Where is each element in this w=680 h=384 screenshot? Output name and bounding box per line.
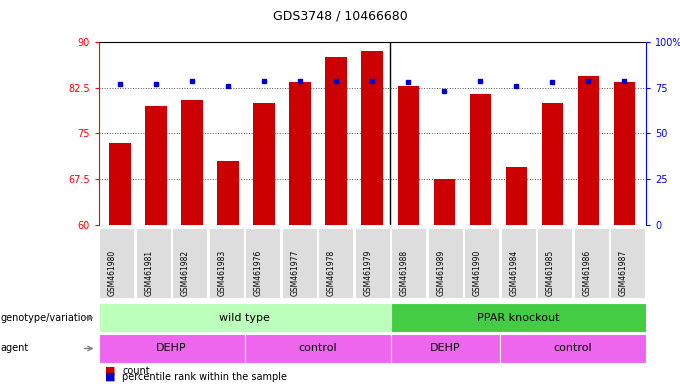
Text: GDS3748 / 10466680: GDS3748 / 10466680	[273, 10, 407, 23]
Bar	[290, 82, 311, 225]
Text: GSM461988: GSM461988	[400, 250, 409, 296]
Text: control: control	[554, 343, 592, 354]
Text: GSM461977: GSM461977	[290, 249, 299, 296]
Bar	[434, 179, 455, 225]
Bar	[469, 94, 491, 225]
Text: GSM461981: GSM461981	[144, 250, 153, 296]
Text: GSM461982: GSM461982	[181, 250, 190, 296]
Text: wild type: wild type	[219, 313, 270, 323]
Text: GSM461978: GSM461978	[327, 250, 336, 296]
Bar	[146, 106, 167, 225]
Text: GSM461976: GSM461976	[254, 249, 262, 296]
Text: DEHP: DEHP	[430, 343, 460, 354]
Text: GSM461979: GSM461979	[363, 249, 373, 296]
Bar	[613, 82, 635, 225]
Text: count: count	[122, 366, 150, 376]
Bar	[218, 161, 239, 225]
Bar	[505, 167, 527, 225]
Text: ■: ■	[105, 366, 116, 376]
Text: DEHP: DEHP	[156, 343, 187, 354]
Bar	[182, 100, 203, 225]
Text: GSM461983: GSM461983	[218, 250, 226, 296]
Bar	[109, 142, 131, 225]
Bar	[254, 103, 275, 225]
Bar	[362, 51, 383, 225]
Text: agent: agent	[1, 343, 29, 354]
Bar	[541, 103, 563, 225]
Text: GSM461989: GSM461989	[437, 250, 445, 296]
Bar	[398, 86, 419, 225]
Text: control: control	[299, 343, 337, 354]
Text: GSM461986: GSM461986	[582, 250, 591, 296]
Text: PPAR knockout: PPAR knockout	[477, 313, 560, 323]
Text: percentile rank within the sample: percentile rank within the sample	[122, 372, 288, 382]
Bar	[577, 76, 599, 225]
Text: GSM461987: GSM461987	[619, 250, 628, 296]
Text: GSM461980: GSM461980	[108, 250, 117, 296]
Text: ■: ■	[105, 372, 116, 382]
Bar	[326, 58, 347, 225]
Text: GSM461985: GSM461985	[546, 250, 555, 296]
Text: GSM461984: GSM461984	[509, 250, 518, 296]
Text: GSM461990: GSM461990	[473, 249, 481, 296]
Text: genotype/variation: genotype/variation	[1, 313, 93, 323]
